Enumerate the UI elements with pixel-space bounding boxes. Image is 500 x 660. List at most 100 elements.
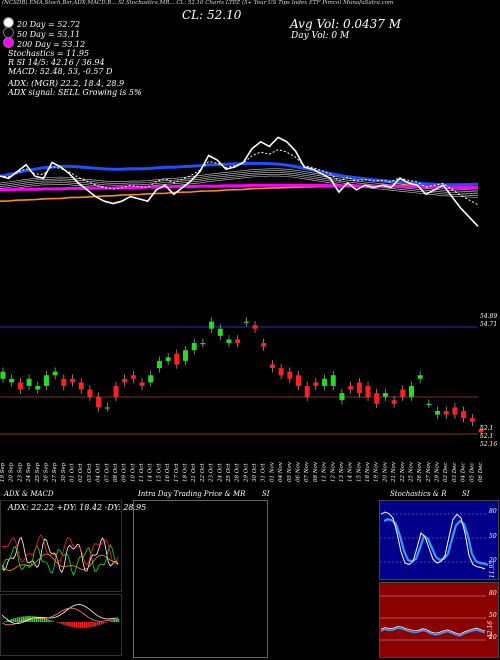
macd-bar bbox=[56, 622, 59, 623]
macd-bar bbox=[77, 622, 80, 628]
adx-signal: ADX signal: SELL Growing is 5% bbox=[8, 88, 142, 97]
avg-volume: Avg Vol: 0.0437 M bbox=[290, 17, 402, 31]
stoch-last: 11.95 bbox=[489, 560, 497, 579]
macd-bar bbox=[100, 622, 103, 625]
adx-line bbox=[1, 536, 119, 574]
macd-bar bbox=[96, 622, 99, 626]
candle-body bbox=[478, 428, 484, 433]
si-tick-80: 80 bbox=[489, 590, 497, 597]
macd-bar bbox=[6, 620, 8, 622]
macd-readout: MACD: 52.48, 53, -0.57 D bbox=[8, 67, 113, 76]
macd-bar bbox=[39, 617, 42, 622]
date-label: 21 Nov bbox=[391, 461, 397, 483]
candle-body bbox=[382, 393, 388, 397]
macd-bar bbox=[50, 620, 52, 622]
date-label: 23 Oct bbox=[209, 463, 215, 483]
candle-body bbox=[26, 378, 32, 386]
candle-body bbox=[104, 407, 110, 409]
candle-body bbox=[148, 375, 154, 383]
stochastics-readout: Stochastics = 11.95 bbox=[8, 49, 90, 58]
macd-bar bbox=[60, 622, 63, 625]
macd-bar bbox=[48, 619, 50, 622]
adx-panel bbox=[0, 500, 122, 592]
adx-values: ADX: 22.22 +DY: 18.42 -DY: 28.95 bbox=[8, 503, 147, 512]
macd-bar bbox=[115, 619, 117, 622]
candle-body bbox=[443, 410, 449, 415]
date-label: 03 Oct bbox=[87, 463, 93, 482]
candle-body bbox=[313, 382, 319, 386]
date-label: 29 Oct bbox=[243, 463, 249, 483]
date-label: 26 Sep bbox=[44, 462, 50, 483]
date-label: 11 Nov bbox=[322, 461, 328, 482]
macd-bar bbox=[71, 622, 73, 627]
date-label: 20 Sep bbox=[9, 462, 15, 483]
date-label: 04 Dec bbox=[461, 463, 467, 483]
candle-body bbox=[261, 343, 267, 347]
candle-body bbox=[61, 378, 67, 386]
candle-body bbox=[200, 343, 206, 345]
candle-body bbox=[461, 410, 467, 419]
ema-200-line bbox=[0, 183, 478, 192]
candle-body bbox=[35, 385, 41, 390]
date-label: 02 Dec bbox=[443, 463, 449, 483]
macd-bar bbox=[102, 622, 105, 624]
macd-bar bbox=[117, 618, 120, 622]
candle-body bbox=[322, 378, 328, 386]
si-last: 42.16 bbox=[487, 620, 495, 639]
macd-bar bbox=[98, 622, 101, 626]
macd-bar bbox=[41, 617, 44, 622]
date-label: 25 Oct bbox=[226, 463, 232, 483]
date-label: 24 Oct bbox=[217, 463, 223, 483]
stoch-si-readout: R SI 14/5: 42.16 / 36.94 bbox=[8, 58, 105, 67]
date-label: 19 Nov bbox=[374, 461, 380, 482]
macd-bar bbox=[46, 619, 48, 622]
macd-bar bbox=[44, 618, 46, 622]
macd-bar bbox=[52, 621, 54, 622]
candle-body bbox=[43, 375, 49, 386]
date-label: 22 Nov bbox=[400, 461, 406, 483]
date-label: 15 Nov bbox=[356, 461, 362, 482]
candle-body bbox=[374, 393, 380, 404]
day-volume: Day Vol: 0 M bbox=[291, 31, 350, 41]
date-label: 08 Nov bbox=[313, 461, 319, 482]
date-label: 25 Nov bbox=[409, 461, 415, 483]
candle-body bbox=[330, 375, 336, 386]
axis-label-b2: 52.1 bbox=[480, 433, 494, 440]
legend-swatch-200 bbox=[3, 37, 14, 48]
candle-body bbox=[287, 371, 293, 379]
candle-body bbox=[78, 382, 84, 390]
date-label: 04 Oct bbox=[96, 463, 102, 482]
candle-body bbox=[365, 385, 371, 397]
macd-bar bbox=[79, 622, 82, 628]
candle-body bbox=[165, 357, 171, 361]
axis-label-top2: 54.71 bbox=[480, 321, 498, 328]
macd-bar bbox=[86, 622, 88, 628]
date-label: 04 Nov bbox=[278, 461, 284, 482]
candle-body bbox=[304, 385, 310, 397]
candle-body bbox=[243, 321, 249, 323]
macd-bar bbox=[20, 616, 23, 622]
ema-ribbon-line bbox=[0, 168, 479, 191]
macd-panel bbox=[0, 594, 122, 656]
candle-body bbox=[356, 382, 362, 394]
macd-bar bbox=[14, 617, 17, 622]
macd-bar bbox=[33, 616, 36, 622]
intraday-si-label: SI bbox=[262, 490, 270, 498]
candle-body bbox=[191, 343, 197, 351]
date-label: 12 Nov bbox=[330, 461, 336, 482]
date-label: 06 Nov bbox=[296, 461, 302, 482]
date-label: 27 Sep bbox=[52, 462, 58, 483]
si-signal-line bbox=[380, 627, 486, 637]
date-label: 14 Nov bbox=[348, 461, 354, 482]
candle-body bbox=[130, 375, 136, 379]
candle-body bbox=[52, 371, 58, 376]
candle-body bbox=[295, 375, 301, 386]
stochastics-si-label: SI bbox=[462, 490, 470, 498]
si-tick-50: 50 bbox=[489, 612, 497, 619]
adx-trend-line bbox=[1, 553, 119, 571]
candle-body bbox=[226, 339, 232, 344]
candle-body bbox=[17, 382, 23, 390]
candle-body bbox=[174, 353, 180, 365]
